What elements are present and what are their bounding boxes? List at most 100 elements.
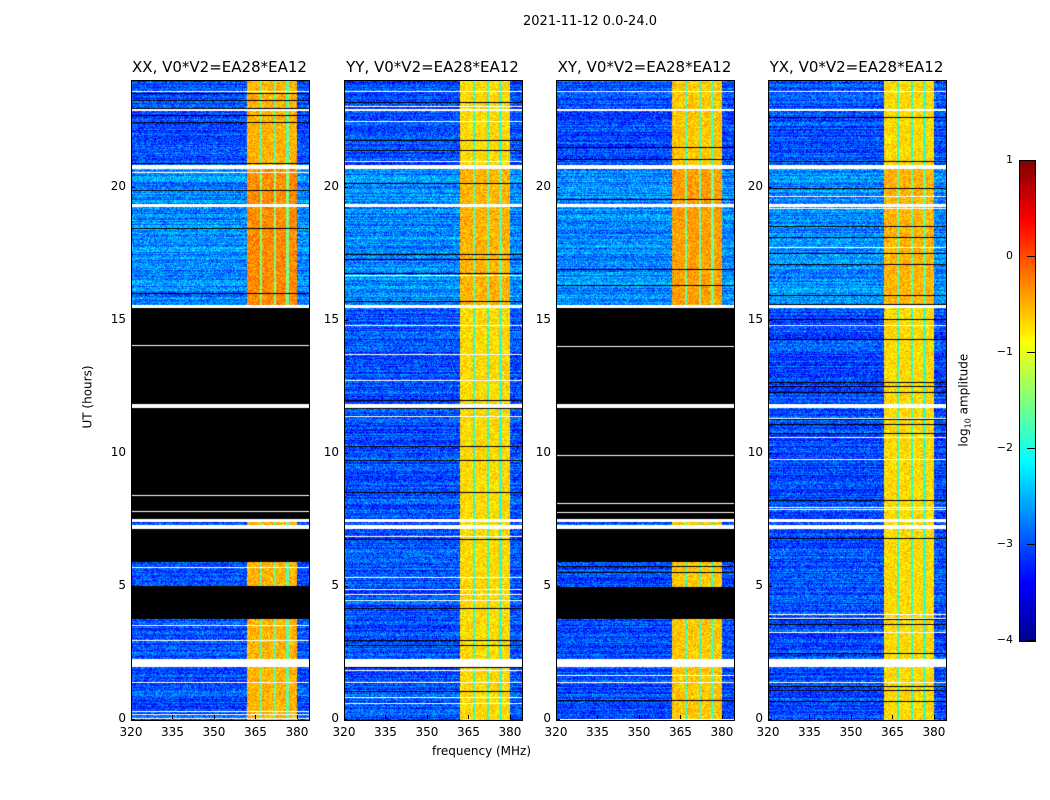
x-tick-mark xyxy=(680,715,682,719)
x-tick-mark xyxy=(385,715,387,719)
spectrogram-image-2 xyxy=(557,81,734,720)
x-tick-label: 320 xyxy=(756,725,780,739)
y-tick-label: 0 xyxy=(331,711,339,725)
x-tick-label: 335 xyxy=(374,725,397,739)
y-tick-label: 20 xyxy=(535,178,551,193)
colorbar-tick-mark xyxy=(1027,448,1035,449)
y-tick-mark xyxy=(556,186,560,188)
colorbar-tick-label: −2 xyxy=(996,441,1013,454)
y-tick-mark xyxy=(768,319,772,321)
x-tick-label: 350 xyxy=(839,725,863,739)
x-tick-mark xyxy=(933,715,935,719)
x-tick-label: 320 xyxy=(119,725,143,739)
y-tick-mark xyxy=(131,719,135,720)
x-tick-mark xyxy=(597,715,599,719)
x-tick-mark xyxy=(768,715,769,719)
y-tick-mark xyxy=(768,719,772,720)
y-tick-label: 5 xyxy=(755,577,763,592)
y-tick-mark xyxy=(344,719,348,720)
x-tick-label: 320 xyxy=(332,725,356,739)
colorbar-tick-label: 0 xyxy=(1006,249,1013,262)
spectrogram-panel-0 xyxy=(131,80,310,721)
x-tick-mark xyxy=(892,715,894,719)
x-tick-label: 380 xyxy=(498,725,522,739)
x-tick-label: 335 xyxy=(798,725,821,739)
panel-title-0: XX, V0*V2=EA28*EA12 xyxy=(132,58,307,76)
colorbar xyxy=(1019,160,1036,642)
y-tick-label: 0 xyxy=(755,711,763,725)
y-tick-label: 5 xyxy=(543,577,551,592)
y-tick-mark xyxy=(131,452,135,454)
x-tick-mark xyxy=(213,715,215,719)
y-tick-mark xyxy=(768,186,772,188)
x-tick-label: 365 xyxy=(244,725,267,739)
spectrogram-image-0 xyxy=(132,81,309,720)
colorbar-tick-mark xyxy=(1027,640,1035,641)
y-tick-label: 15 xyxy=(323,311,339,326)
x-tick-label: 365 xyxy=(669,725,692,739)
y-tick-label: 20 xyxy=(110,178,126,193)
y-tick-label: 10 xyxy=(535,444,551,459)
x-tick-label: 350 xyxy=(202,725,226,739)
colorbar-tick-mark xyxy=(1027,544,1035,545)
colorbar-tick-mark xyxy=(1027,256,1035,257)
spectrogram-panel-1 xyxy=(344,80,523,721)
figure-title: 2021-11-12 0.0-24.0 xyxy=(523,14,657,29)
y-tick-mark xyxy=(768,585,772,587)
colorbar-tick-label: −1 xyxy=(996,345,1013,358)
spectrogram-image-3 xyxy=(769,81,946,720)
colorbar-tick-mark xyxy=(1027,160,1035,161)
colorbar-tick-label: 1 xyxy=(1006,153,1013,166)
y-axis-label: UT (hours) xyxy=(80,365,95,429)
y-tick-label: 5 xyxy=(118,577,126,592)
x-tick-mark xyxy=(721,715,723,719)
x-axis-label: frequency (MHz) xyxy=(432,744,532,758)
x-tick-mark xyxy=(296,715,298,719)
x-tick-mark xyxy=(509,715,511,719)
x-tick-mark xyxy=(426,715,428,719)
panel-title-3: YX, V0*V2=EA28*EA12 xyxy=(769,58,944,76)
y-tick-mark xyxy=(556,719,560,720)
x-tick-mark xyxy=(556,715,557,719)
x-tick-mark xyxy=(172,715,174,719)
x-tick-label: 365 xyxy=(881,725,904,739)
y-tick-mark xyxy=(344,585,348,587)
y-tick-label: 10 xyxy=(747,444,763,459)
x-tick-mark xyxy=(638,715,640,719)
y-tick-label: 15 xyxy=(535,311,551,326)
spectrogram-panel-3 xyxy=(768,80,947,721)
y-tick-label: 10 xyxy=(110,444,126,459)
x-tick-mark xyxy=(809,715,811,719)
y-tick-mark xyxy=(556,585,560,587)
x-tick-label: 335 xyxy=(586,725,609,739)
x-tick-label: 380 xyxy=(922,725,946,739)
y-tick-mark xyxy=(768,452,772,454)
colorbar-label: log10 amplitude xyxy=(956,354,972,447)
y-tick-mark xyxy=(131,319,135,321)
x-tick-label: 350 xyxy=(415,725,439,739)
colorbar-tick-label: −3 xyxy=(996,537,1013,550)
spectrogram-image-1 xyxy=(345,81,522,720)
y-tick-label: 15 xyxy=(747,311,763,326)
x-tick-mark xyxy=(131,715,132,719)
y-tick-label: 0 xyxy=(118,711,126,725)
x-tick-label: 320 xyxy=(544,725,568,739)
y-tick-mark xyxy=(131,186,135,188)
x-tick-label: 365 xyxy=(457,725,480,739)
y-tick-mark xyxy=(131,585,135,587)
y-tick-mark xyxy=(556,319,560,321)
x-tick-label: 335 xyxy=(161,725,184,739)
y-tick-mark xyxy=(344,319,348,321)
y-tick-label: 0 xyxy=(543,711,551,725)
y-tick-label: 20 xyxy=(323,178,339,193)
x-tick-mark xyxy=(255,715,257,719)
y-tick-mark xyxy=(556,452,560,454)
x-tick-mark xyxy=(344,715,345,719)
y-tick-label: 5 xyxy=(331,577,339,592)
x-tick-label: 350 xyxy=(627,725,651,739)
x-tick-label: 380 xyxy=(285,725,309,739)
x-tick-label: 380 xyxy=(710,725,734,739)
colorbar-label-main: log xyxy=(956,428,971,447)
y-tick-label: 10 xyxy=(323,444,339,459)
panel-title-2: XY, V0*V2=EA28*EA12 xyxy=(557,58,732,76)
